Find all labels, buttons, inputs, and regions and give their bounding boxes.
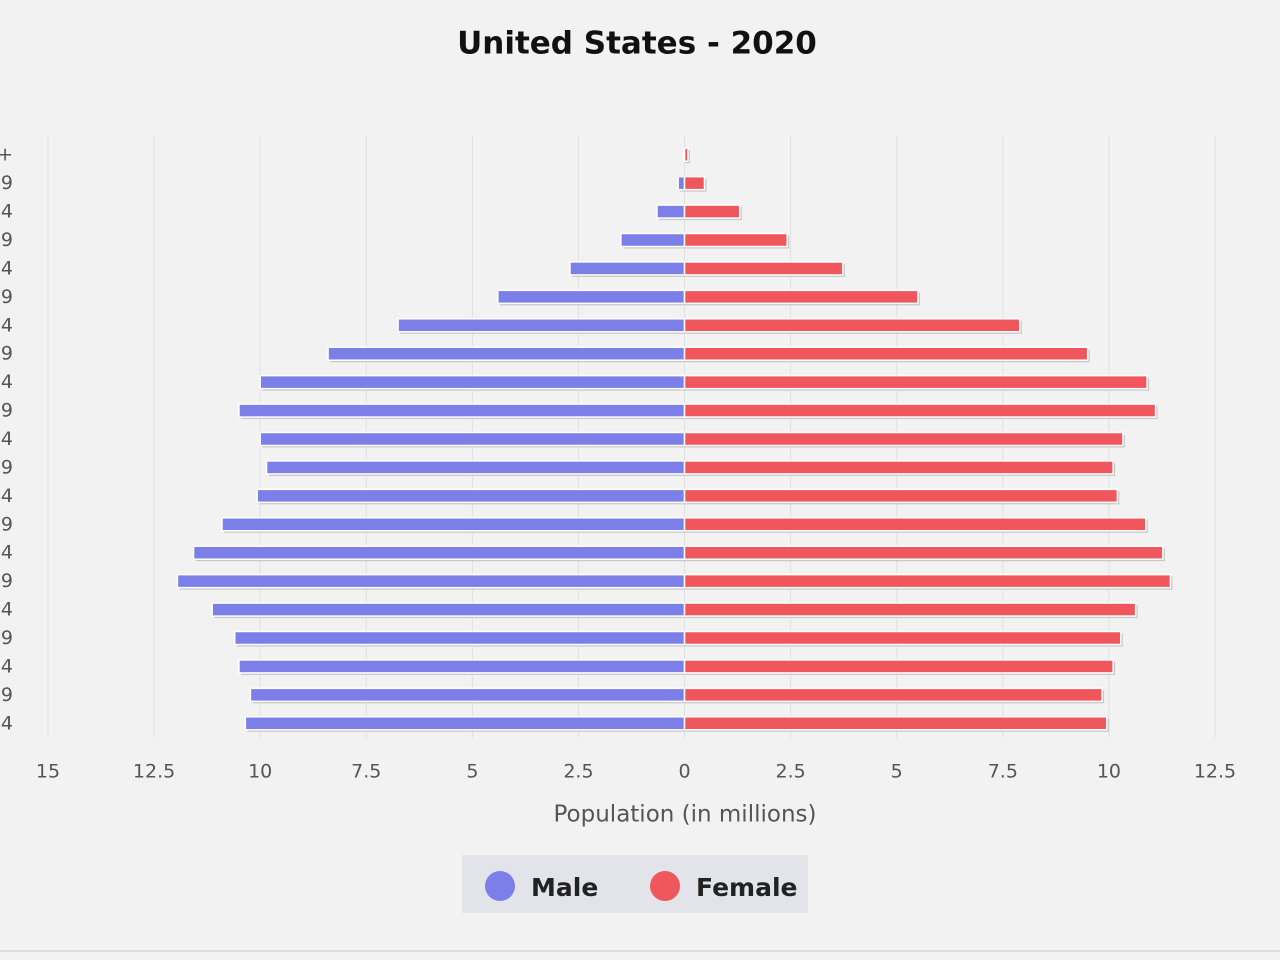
bar	[683, 630, 1122, 646]
y-tick-label: 55-59	[0, 400, 13, 422]
bar	[192, 545, 686, 560]
bar	[683, 289, 919, 305]
bar	[683, 232, 788, 248]
bar	[683, 659, 1114, 674]
legend-label: Female	[696, 873, 797, 902]
y-tick-label: 35-39	[0, 513, 13, 535]
y-tick-label: 85-89	[0, 229, 13, 251]
bar	[683, 602, 1137, 617]
legend-marker	[485, 871, 515, 901]
y-tick-label: 40-44	[0, 485, 13, 507]
bar	[683, 403, 1157, 418]
bar	[259, 374, 686, 390]
x-tick-label: 12.5	[1194, 761, 1236, 783]
bar	[397, 318, 686, 333]
bar	[176, 573, 686, 589]
y-tick-label: 70-74	[0, 314, 13, 336]
bar	[259, 431, 686, 447]
y-tick-label: 30-34	[0, 542, 13, 564]
y-tick-label: 50-54	[0, 428, 13, 450]
bar	[683, 460, 1114, 475]
chart-title: United States - 2020	[457, 26, 817, 62]
x-tick-label: 15	[36, 761, 60, 783]
bar	[256, 488, 686, 504]
y-tick-label: 100+	[0, 144, 13, 166]
y-tick-label: 10-14	[0, 655, 13, 677]
bar	[677, 175, 686, 191]
bar	[683, 318, 1021, 333]
y-tick-label: 75-79	[0, 286, 13, 308]
x-tick-label: 12.5	[133, 761, 175, 783]
bar	[683, 147, 689, 162]
x-tick-label: 0	[678, 761, 690, 783]
bar	[683, 346, 1089, 361]
bar	[683, 716, 1108, 731]
bar	[683, 517, 1147, 532]
x-tick-label: 10	[1097, 761, 1121, 783]
x-tick-label: 2.5	[563, 761, 593, 783]
x-tick-label: 7.5	[988, 761, 1018, 783]
bar	[683, 545, 1164, 560]
y-tick-label: 45-49	[0, 456, 13, 478]
y-tick-label: 20-24	[0, 599, 13, 621]
bar	[249, 687, 686, 703]
bar	[683, 431, 1124, 447]
bar	[569, 261, 686, 276]
bar	[244, 716, 686, 731]
y-tick-label: 25-29	[0, 570, 13, 592]
y-tick-label: 15-19	[0, 627, 13, 649]
legend-label: Male	[531, 873, 598, 902]
bar	[683, 374, 1148, 390]
bar	[265, 460, 686, 475]
y-tick-label: 65-69	[0, 343, 13, 365]
x-tick-label: 5	[891, 761, 903, 783]
bar	[683, 261, 844, 276]
bar	[327, 346, 686, 361]
x-axis-title: Population (in millions)	[554, 802, 817, 828]
legend-marker	[650, 871, 680, 901]
bar	[683, 175, 706, 191]
x-tick-label: 2.5	[776, 761, 806, 783]
x-tick-label: 5	[466, 761, 478, 783]
legend-box	[462, 855, 808, 913]
bar	[233, 630, 686, 646]
bar	[656, 204, 686, 219]
bar	[221, 517, 686, 532]
bar	[238, 659, 686, 674]
bar	[211, 602, 686, 617]
bar	[683, 687, 1103, 703]
y-tick-label: 90-94	[0, 201, 13, 223]
y-tick-label: 5-9	[0, 684, 13, 706]
bar	[683, 573, 1172, 589]
bar	[620, 232, 686, 248]
x-tick-label: 10	[248, 761, 272, 783]
y-tick-label: 60-64	[0, 371, 13, 393]
y-tick-label: 80-84	[0, 257, 13, 279]
y-tick-label: 95-99	[0, 172, 13, 194]
bar	[683, 204, 741, 219]
bar	[497, 289, 686, 305]
bar	[683, 488, 1119, 504]
y-tick-label: 0-4	[0, 712, 13, 734]
x-tick-label: 7.5	[351, 761, 381, 783]
bar	[238, 403, 686, 418]
